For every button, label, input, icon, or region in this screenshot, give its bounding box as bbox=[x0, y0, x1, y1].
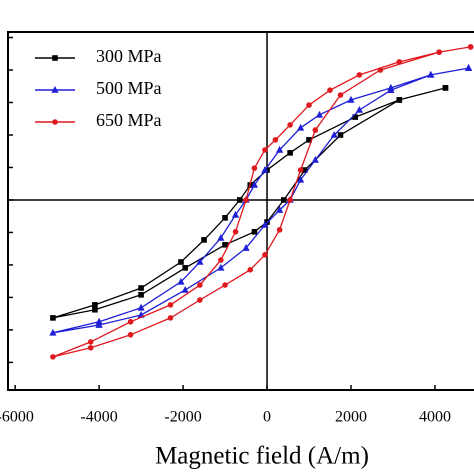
marker-square bbox=[138, 285, 144, 291]
x-tick-label: 4000 bbox=[419, 409, 451, 426]
marker-circle bbox=[197, 282, 203, 288]
marker-square bbox=[337, 132, 344, 138]
marker-circle bbox=[52, 119, 58, 125]
marker-square bbox=[201, 237, 207, 243]
marker-triangle bbox=[387, 86, 395, 93]
marker-circle bbox=[243, 197, 249, 203]
marker-square bbox=[287, 150, 293, 156]
marker-circle bbox=[167, 315, 174, 321]
marker-circle bbox=[337, 92, 344, 98]
marker-triangle bbox=[276, 206, 284, 213]
marker-triangle bbox=[137, 303, 145, 311]
marker-square bbox=[92, 302, 98, 308]
marker-circle bbox=[436, 49, 442, 55]
marker-circle bbox=[327, 87, 333, 93]
marker-triangle bbox=[95, 321, 103, 328]
series-line bbox=[52, 67, 469, 334]
x-tick-label: -4000 bbox=[80, 409, 117, 426]
marker-circle bbox=[287, 197, 293, 203]
x-tick-label: -2000 bbox=[164, 409, 201, 426]
x-tick-label: 2000 bbox=[335, 409, 367, 426]
marker-circle bbox=[87, 344, 94, 351]
marker-triangle bbox=[51, 86, 59, 93]
marker-triangle bbox=[347, 95, 355, 103]
marker-circle bbox=[272, 137, 279, 143]
marker-square bbox=[236, 197, 243, 203]
marker-circle bbox=[276, 227, 283, 233]
marker-circle bbox=[127, 331, 134, 338]
legend: 300 MPa 500 MPa 650 MPa bbox=[35, 46, 162, 130]
marker-square bbox=[281, 197, 287, 203]
marker-square bbox=[302, 167, 308, 173]
marker-circle bbox=[232, 228, 239, 235]
marker-circle bbox=[50, 354, 56, 360]
marker-circle bbox=[306, 102, 312, 108]
marker-circle bbox=[262, 147, 268, 153]
marker-circle bbox=[312, 127, 319, 133]
marker-triangle bbox=[297, 123, 305, 131]
marker-square bbox=[352, 114, 358, 120]
plot-frame bbox=[7, 31, 474, 391]
marker-triangle bbox=[464, 64, 473, 71]
marker-triangle bbox=[311, 155, 319, 163]
marker-square bbox=[396, 97, 403, 103]
marker-triangle bbox=[297, 175, 305, 183]
marker-triangle bbox=[49, 328, 57, 336]
marker-circle bbox=[167, 302, 174, 308]
marker-circle bbox=[87, 339, 94, 345]
marker-triangle bbox=[217, 233, 225, 241]
marker-circle bbox=[396, 59, 403, 65]
marker-circle bbox=[377, 67, 384, 73]
legend-label: 300 MPa bbox=[96, 46, 162, 66]
marker-circle bbox=[197, 297, 203, 303]
marker-square bbox=[178, 259, 184, 265]
marker-square bbox=[306, 137, 312, 143]
marker-triangle bbox=[355, 105, 363, 113]
marker-square bbox=[222, 215, 228, 221]
marker-square bbox=[222, 241, 228, 248]
legend-label: 650 MPa bbox=[96, 110, 162, 130]
marker-triangle bbox=[427, 70, 435, 78]
marker-square bbox=[138, 292, 144, 298]
marker-square bbox=[52, 55, 58, 61]
marker-circle bbox=[218, 257, 224, 263]
marker-circle bbox=[467, 44, 474, 50]
x-tick-label: 0 bbox=[263, 409, 271, 426]
marker-circle bbox=[297, 167, 304, 173]
marker-triangle bbox=[231, 210, 240, 218]
marker-triangle bbox=[261, 220, 269, 228]
marker-triangle bbox=[276, 145, 284, 153]
marker-square bbox=[92, 306, 98, 313]
marker-triangle bbox=[242, 244, 250, 251]
marker-square bbox=[442, 85, 449, 91]
x-tick-label: -6000 bbox=[0, 409, 34, 426]
marker-triangle bbox=[217, 263, 225, 271]
marker-triangle bbox=[196, 258, 204, 265]
marker-circle bbox=[356, 72, 363, 78]
marker-triangle bbox=[177, 277, 185, 285]
marker-triangle bbox=[261, 166, 269, 173]
marker-circle bbox=[262, 252, 268, 258]
marker-circle bbox=[251, 165, 258, 171]
marker-square bbox=[251, 228, 258, 235]
marker-circle bbox=[222, 282, 228, 288]
marker-triangle bbox=[330, 130, 338, 138]
marker-triangle bbox=[181, 285, 189, 293]
legend-label: 500 MPa bbox=[96, 78, 162, 98]
marker-circle bbox=[127, 318, 134, 325]
marker-triangle bbox=[315, 110, 324, 118]
marker-circle bbox=[247, 267, 254, 273]
marker-square bbox=[50, 315, 56, 321]
x-axis-title: Magnetic field (A/m) bbox=[155, 443, 369, 470]
marker-square bbox=[182, 265, 188, 271]
marker-circle bbox=[287, 122, 293, 128]
marker-triangle bbox=[250, 181, 259, 188]
